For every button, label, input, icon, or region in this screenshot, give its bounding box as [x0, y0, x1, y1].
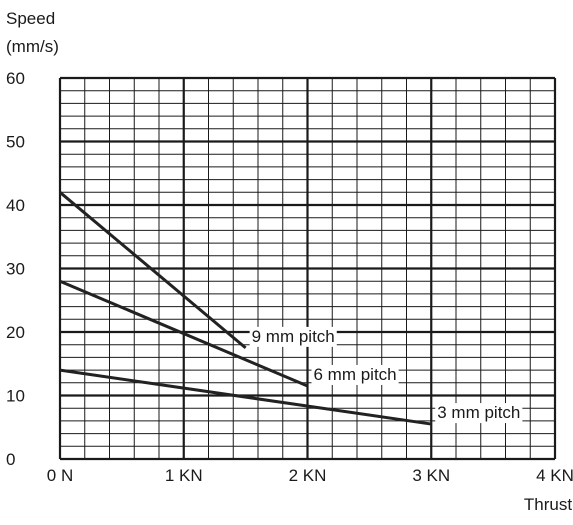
- y-tick-label: 20: [6, 323, 25, 342]
- x-tick-labels: 0 N 1 KN 2 KN 3 KN 4 KN: [47, 466, 573, 485]
- series-label: 3 mm pitch: [437, 403, 520, 422]
- y-axis-title-line-1: Speed: [6, 9, 55, 28]
- y-tick-label: 10: [6, 387, 25, 406]
- x-tick-label: 4 KN: [536, 466, 573, 485]
- series-label-background: [311, 364, 399, 385]
- y-tick-label: 50: [6, 133, 25, 152]
- x-axis-title: Thrust: [524, 495, 572, 514]
- y-axis-title: Speed (mm/s): [6, 9, 59, 56]
- y-tick-label: 30: [6, 260, 25, 279]
- x-tick-label: 1 KN: [165, 466, 203, 485]
- x-tick-label: 3 KN: [412, 466, 450, 485]
- series-line: [59, 279, 309, 388]
- series-line: [59, 191, 247, 350]
- series-label-background: [249, 326, 337, 347]
- y-tick-label: 0: [6, 450, 15, 469]
- series-label: 9 mm pitch: [252, 327, 335, 346]
- x-tick-label: 0 N: [47, 466, 73, 485]
- y-tick-label: 60: [6, 69, 25, 88]
- series-label-background: [435, 403, 523, 424]
- y-tick-labels: 0 10 20 30 40 50 60: [6, 69, 25, 469]
- series-label: 6 mm pitch: [314, 365, 397, 384]
- series-line: [59, 368, 432, 426]
- y-axis-title-line-2: (mm/s): [6, 37, 59, 56]
- series-lines: [59, 191, 432, 426]
- series-labels: 9 mm pitch 6 mm pitch 3 mm pitch: [249, 326, 523, 424]
- y-tick-label: 40: [6, 196, 25, 215]
- x-tick-label: 2 KN: [289, 466, 327, 485]
